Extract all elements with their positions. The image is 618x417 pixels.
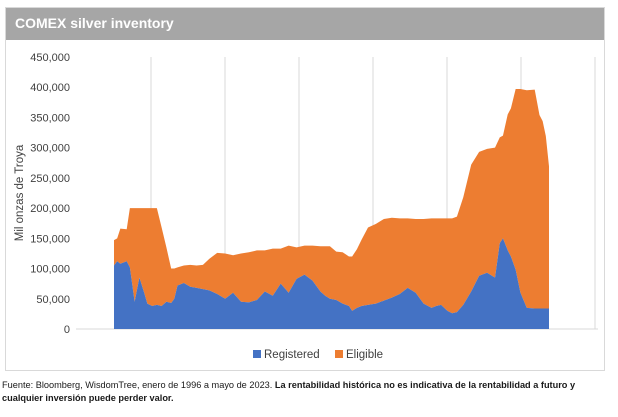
footer-source: Fuente: Bloomberg, WisdomTree, enero de … bbox=[2, 380, 275, 390]
chart-card: COMEX silver inventory 0 50,000 100,000 150… bbox=[5, 7, 605, 371]
chart-title: COMEX silver inventory bbox=[15, 15, 174, 31]
y-tick-label: 50,000 bbox=[36, 294, 70, 306]
legend-label-registered: Registered bbox=[264, 349, 320, 361]
legend-swatch-registered bbox=[253, 350, 261, 358]
y-tick-label: 450,000 bbox=[30, 52, 70, 64]
y-tick-label: 300,000 bbox=[30, 143, 70, 155]
y-tick-label: 150,000 bbox=[30, 233, 70, 245]
chart-header: COMEX silver inventory bbox=[6, 8, 604, 40]
footer-disclaimer: La rentabilidad histórica no es indicati… bbox=[2, 380, 576, 403]
y-tick-label: 0 bbox=[64, 324, 70, 336]
series-area-registered bbox=[114, 238, 549, 329]
footer-note: Fuente: Bloomberg, WisdomTree, enero de … bbox=[2, 379, 614, 405]
chart-svg: 0 50,000 100,000 150,000 200,000 250,000 300,0… bbox=[14, 52, 598, 361]
series-area-eligible bbox=[114, 89, 549, 314]
y-tick-label: 350,000 bbox=[30, 112, 70, 124]
y-tick-label: 400,000 bbox=[30, 82, 70, 94]
legend-swatch-eligible bbox=[335, 350, 343, 358]
y-tick-label: 250,000 bbox=[30, 173, 70, 185]
y-tick-label: 100,000 bbox=[30, 264, 70, 276]
legend-label-eligible: Eligible bbox=[346, 349, 383, 361]
y-axis-label: Mil onzas de Troya bbox=[14, 144, 26, 241]
y-tick-label: 200,000 bbox=[30, 203, 70, 215]
